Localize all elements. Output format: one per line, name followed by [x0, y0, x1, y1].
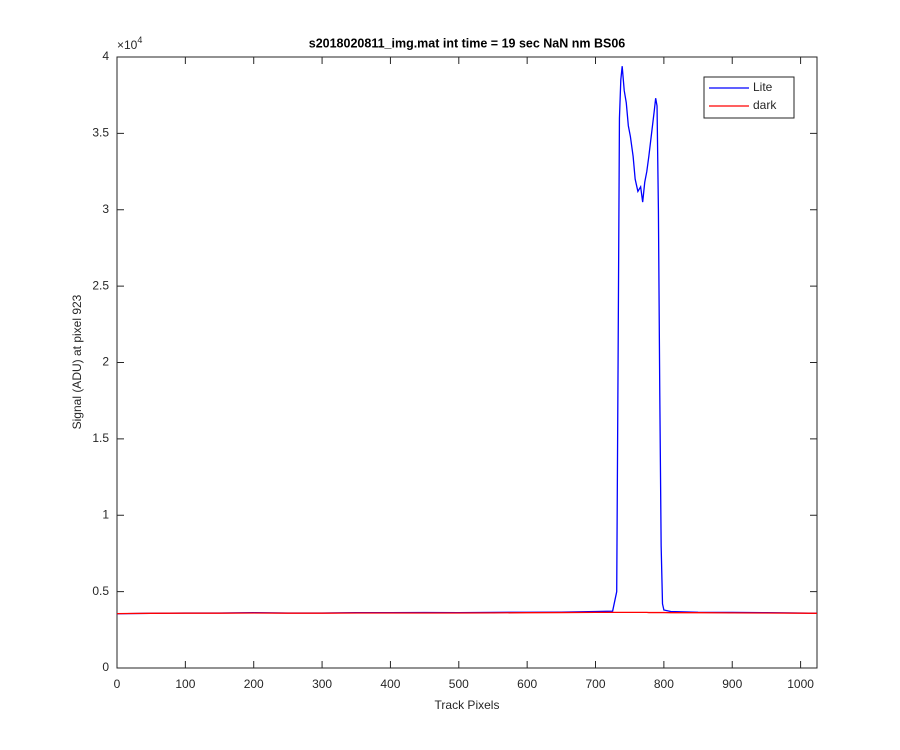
y-multiplier-base: ×10 — [117, 38, 138, 52]
x-tick-label: 400 — [380, 677, 400, 691]
y-multiplier-exponent: 4 — [137, 35, 142, 45]
y-tick-label: 3 — [102, 202, 109, 216]
y-axis-label: Signal (ADU) at pixel 923 — [70, 294, 84, 429]
legend-box — [703, 76, 795, 119]
x-tick-label: 200 — [244, 677, 264, 691]
plot-area — [116, 56, 818, 669]
y-tick-label: 2 — [102, 355, 109, 369]
x-tick-label: 900 — [722, 677, 742, 691]
x-tick-label: 300 — [312, 677, 332, 691]
legend-label: Lite — [753, 80, 773, 94]
y-tick-label: 0.5 — [92, 584, 109, 598]
x-tick-label: 600 — [517, 677, 537, 691]
y-tick-label: 1.5 — [92, 431, 109, 445]
y-tick-label: 1 — [102, 507, 109, 521]
y-multiplier: ×104 — [117, 35, 142, 52]
x-tick-label: 1000 — [787, 677, 814, 691]
x-tick-label: 100 — [175, 677, 195, 691]
y-tick-label: 2.5 — [92, 278, 109, 292]
series-line — [116, 611, 818, 615]
legend-label: dark — [753, 98, 777, 112]
y-tick-label: 3.5 — [92, 126, 109, 140]
y-tick-label: 0 — [102, 660, 109, 674]
y-tick-label: 4 — [102, 49, 109, 63]
x-tick-label: 500 — [449, 677, 469, 691]
x-axis-label: Track Pixels — [435, 698, 500, 712]
chart-title: s2018020811_img.mat int time = 19 sec Na… — [309, 36, 626, 50]
x-tick-label: 0 — [114, 677, 121, 691]
x-tick-label: 800 — [654, 677, 674, 691]
x-tick-label: 700 — [586, 677, 606, 691]
